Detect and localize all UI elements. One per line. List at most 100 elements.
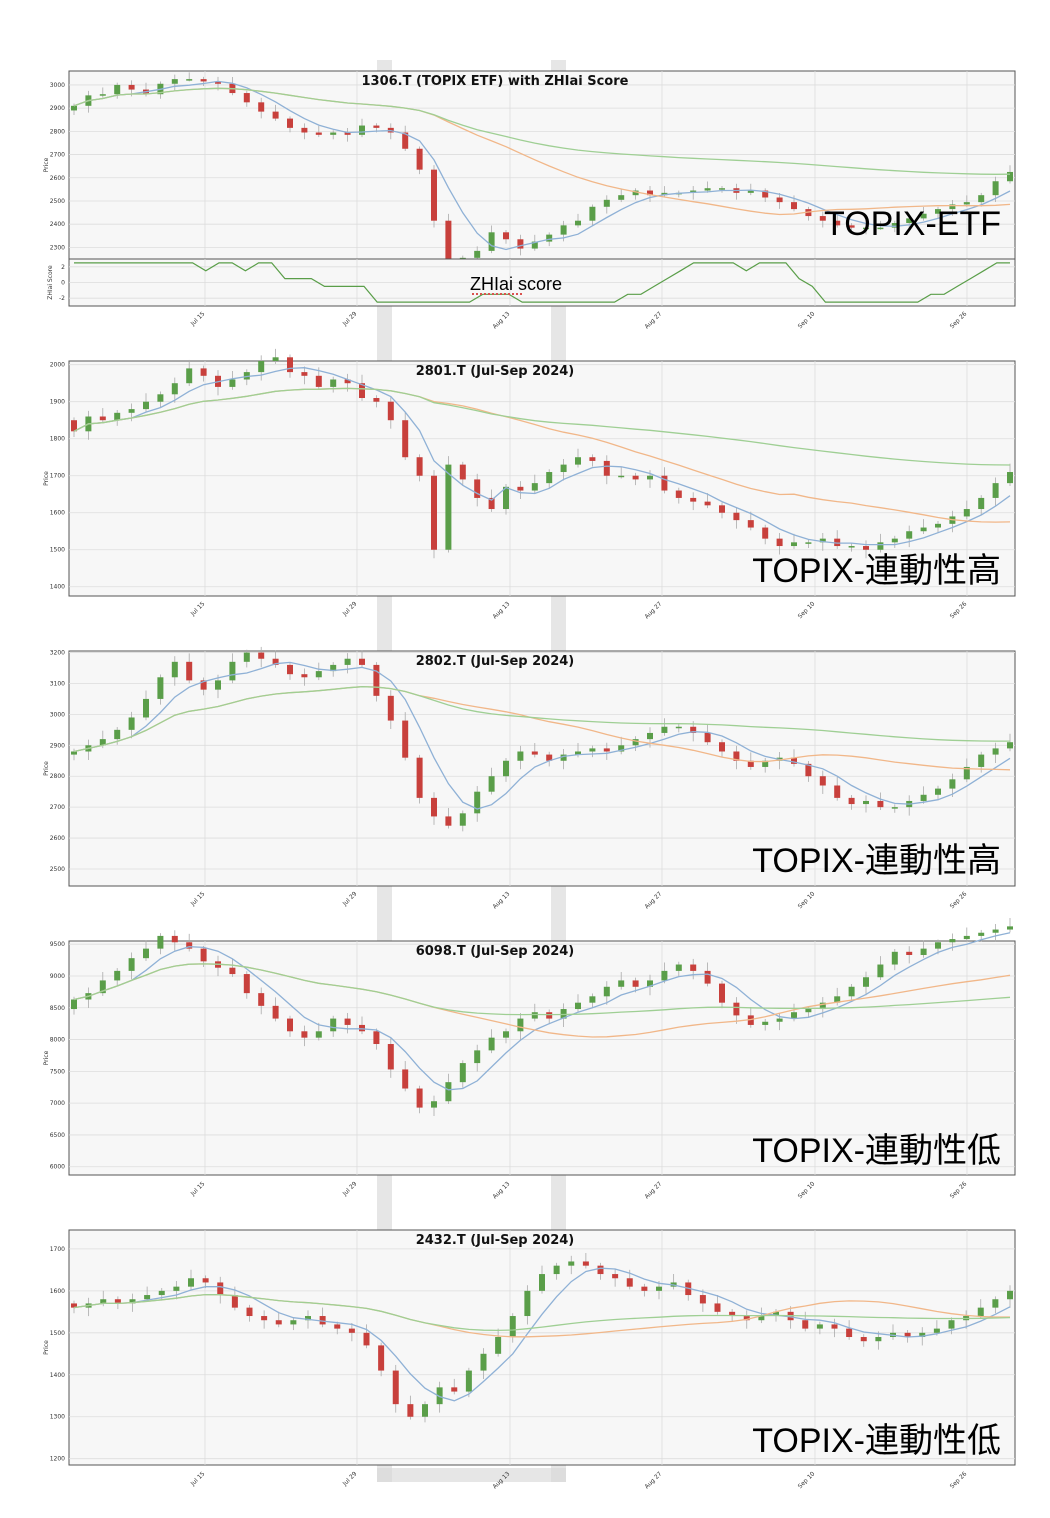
x-tick-label: Jul 29 xyxy=(341,890,359,908)
candle-body xyxy=(188,1278,194,1287)
chart-title: 2801.T (Jul-Sep 2024) xyxy=(416,364,575,379)
candle-body xyxy=(509,1316,516,1338)
candle-body xyxy=(128,958,135,971)
candle-body xyxy=(891,807,898,809)
candle-body xyxy=(805,1009,812,1013)
candle-body xyxy=(459,813,466,826)
candle-body xyxy=(733,1002,740,1016)
candle-body xyxy=(632,190,639,196)
candle-body xyxy=(503,232,509,240)
candle-body xyxy=(704,970,711,984)
candle-body xyxy=(531,1012,538,1019)
candle-body xyxy=(1007,171,1013,182)
overlay-label: TOPIX-連動性高 xyxy=(752,552,1001,590)
candle-body xyxy=(919,1332,926,1338)
candle-body xyxy=(831,1324,838,1329)
candle-body xyxy=(589,206,596,221)
candle-body xyxy=(661,970,668,981)
y-axis-label: Price xyxy=(43,1340,50,1355)
candle-body xyxy=(99,416,106,421)
candle-body xyxy=(963,935,970,940)
candle-body xyxy=(531,241,538,249)
candle-body xyxy=(819,216,826,221)
y-tick-label: 1800 xyxy=(50,436,65,443)
candle-body xyxy=(171,383,178,395)
candle-body xyxy=(612,1274,619,1279)
zscore-tick-label: 2 xyxy=(61,264,65,271)
candle-body xyxy=(503,486,509,510)
panel-5: 1200 1300 1400 1500 1600 1700 Price 2432.T (Jul… xyxy=(43,1229,1016,1490)
y-axis-label: Price xyxy=(43,1050,50,1065)
candle-body xyxy=(330,379,337,387)
plot-area xyxy=(68,650,1016,887)
candle-body xyxy=(632,739,639,746)
candle-body xyxy=(531,483,538,491)
candle-body xyxy=(877,542,884,550)
candle-body xyxy=(495,1337,502,1354)
candle-body xyxy=(272,1005,279,1019)
candle-body xyxy=(733,751,740,761)
candle-body xyxy=(330,1018,337,1032)
zscore-line xyxy=(74,262,1010,303)
candle-body xyxy=(200,948,207,962)
candle-body xyxy=(641,1286,648,1291)
ma75-line xyxy=(73,686,1010,753)
candle-body xyxy=(791,757,797,764)
candle-body xyxy=(719,505,725,513)
candle-body xyxy=(517,751,524,761)
panel-3: 2500 2600 2700 2800 2900 3000 3100 3200 Price 280… xyxy=(43,646,1016,910)
y-tick-label: 2500 xyxy=(50,866,65,873)
candle-body xyxy=(963,202,970,205)
candle-body xyxy=(173,1286,180,1291)
candle-body xyxy=(202,1278,209,1283)
candle-body xyxy=(158,1290,165,1296)
candle-body xyxy=(704,501,711,506)
candle-body xyxy=(560,464,567,473)
y-tick-label: 1900 xyxy=(50,399,65,406)
candle-body xyxy=(243,652,250,662)
candle-body xyxy=(560,1009,567,1019)
candle-body xyxy=(618,745,625,752)
x-tick-label: Sep 10 xyxy=(797,1470,817,1490)
candle-body xyxy=(200,680,207,690)
candle-body xyxy=(647,980,653,987)
y-tick-label: 2900 xyxy=(50,742,65,749)
y-axis-label: Price xyxy=(43,157,50,172)
candle-body xyxy=(503,1031,509,1038)
candle-body xyxy=(834,996,841,1003)
candle-body xyxy=(387,1044,394,1070)
candle-body xyxy=(704,188,711,191)
candle-body xyxy=(416,757,423,798)
plot-area xyxy=(68,70,1016,260)
x-tick-label: Sep 26 xyxy=(949,1470,969,1490)
candle-body xyxy=(805,542,812,544)
candle-body xyxy=(517,1018,524,1032)
candle-body xyxy=(258,102,265,112)
candle-body xyxy=(359,658,365,665)
candle-body xyxy=(773,1311,779,1317)
candle-body xyxy=(805,763,812,777)
y-tick-label: 1400 xyxy=(50,1372,65,1379)
candle-body xyxy=(575,220,581,226)
candle-body xyxy=(488,497,495,510)
x-tick-label: Sep 26 xyxy=(949,1180,969,1200)
candle-body xyxy=(301,372,308,376)
candle-body xyxy=(690,497,697,502)
candle-body xyxy=(287,664,293,675)
candle-body xyxy=(949,204,956,210)
candle-body xyxy=(392,1370,399,1405)
candle-body xyxy=(474,1050,481,1064)
candle-body xyxy=(819,1002,826,1010)
candle-body xyxy=(560,754,567,761)
candle-body xyxy=(344,379,351,384)
candle-body xyxy=(319,1316,326,1325)
candle-body xyxy=(603,748,610,752)
candle-body xyxy=(200,368,207,376)
candle-body xyxy=(597,1265,604,1275)
candle-body xyxy=(258,361,265,373)
y-tick-label: 3200 xyxy=(50,650,65,657)
candle-body xyxy=(920,213,927,219)
candle-body xyxy=(704,732,711,743)
candle-body xyxy=(344,132,351,135)
x-tick-label: Aug 27 xyxy=(643,600,663,620)
